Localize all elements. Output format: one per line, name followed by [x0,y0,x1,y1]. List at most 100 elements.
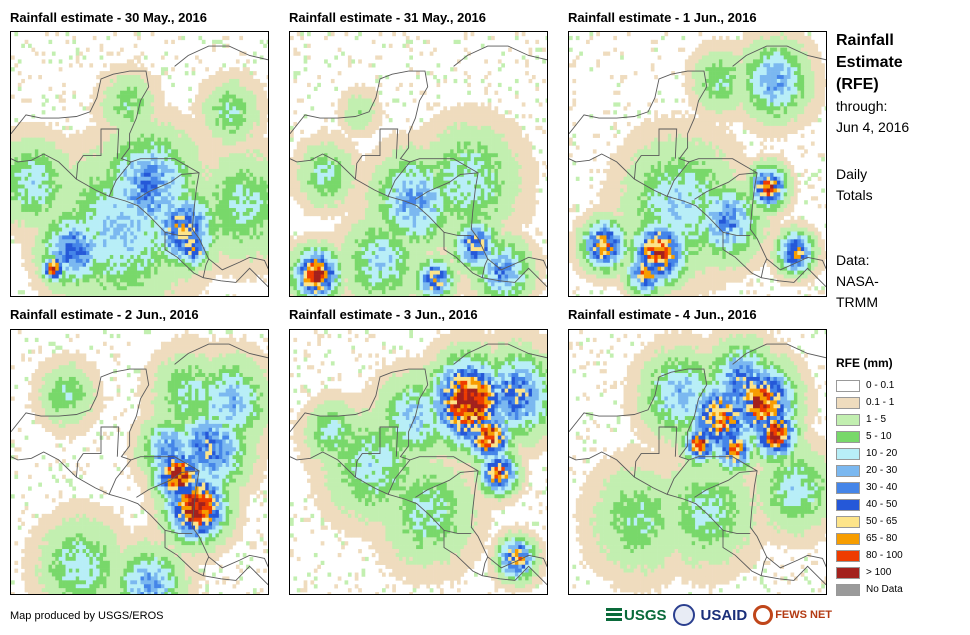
rainfall-cell [120,278,124,283]
rainfall-cell [184,247,189,252]
rainfall-cell [188,282,192,287]
rainfall-cell [446,141,451,146]
rainfall-cell [85,129,90,134]
rainfall-cell [195,274,199,279]
rainfall-cell [177,157,182,162]
rainfall-cell [11,192,15,197]
rainfall-cell [504,110,509,115]
rainfall-cell [263,110,267,115]
rainfall-cell [205,215,209,221]
rainfall-cell [246,172,250,178]
rainfall-cell [181,157,186,162]
rainfall-cell [330,161,335,166]
rainfall-cell [201,39,206,45]
rainfall-cell [157,157,162,162]
rainfall-cell [75,270,80,275]
rainfall-cell [154,204,158,209]
rainfall-cell [157,235,162,240]
rainfall-cell [521,149,526,154]
rainfall-cell [235,274,240,279]
rainfall-cell [222,118,226,123]
rainfall-cell [174,200,179,205]
rainfall-cell [198,262,203,267]
rainfall-cell [65,188,70,193]
rainfall-cell [154,90,158,95]
rainfall-cell [85,290,90,295]
rainfall-cell [24,145,29,150]
rainfall-cell [109,168,114,174]
rainfall-cell [51,262,56,267]
rainfall-cell [222,78,226,84]
rainfall-cell [467,137,471,142]
rainfall-cell [92,204,97,209]
rainfall-cell [266,141,268,146]
rainfall-cell [89,270,94,275]
rainfall-cell [242,274,247,279]
rainfall-cell [259,270,264,275]
rainfall-cell [103,258,107,264]
rainfall-cell [521,32,526,37]
rainfall-cell [433,161,437,166]
rainfall-cell [205,94,209,99]
rainfall-cell [463,78,468,84]
rainfall-cell [225,254,230,260]
rainfall-cell [41,172,46,178]
rainfall-cell [191,266,196,271]
rainfall-cell [96,290,100,295]
rainfall-cell [126,215,131,221]
rainfall-cell [72,165,77,170]
rainfall-cell [28,270,32,275]
rainfall-cell [344,94,349,99]
rainfall-cell [399,137,403,142]
rainfall-cell [208,227,213,232]
rainfall-cell [21,165,25,170]
rainfall-cell [109,176,114,181]
rainfall-cell [184,176,189,181]
rainfall-cell [521,114,526,119]
rainfall-cell [116,51,121,56]
rainfall-cell [511,137,516,142]
rainfall-cell [164,125,169,131]
rainfall-cell [106,278,111,283]
rainfall-cell [154,141,158,146]
rainfall-cell [433,137,437,142]
rainfall-cell [89,102,94,107]
rainfall-cell [246,211,250,217]
rainfall-cell [337,110,342,115]
rainfall-cell [218,161,223,166]
rainfall-cell [143,258,148,264]
rainfall-cell [62,82,66,88]
rainfall-cell [456,153,461,158]
rainfall-cell [399,82,403,88]
rainfall-cell [463,32,468,37]
rainfall-cell [99,239,104,244]
rainfall-cell [65,204,70,209]
rainfall-cell [364,90,369,95]
rainfall-cell [28,184,32,189]
rainfall-cell [31,278,36,283]
rainfall-cell [477,149,482,154]
rainfall-cell [300,137,304,142]
rainfall-cell [232,176,237,181]
rainfall-cell [409,90,413,95]
rainfall-cell [263,200,267,205]
rainfall-cell [106,157,111,162]
rainfall-cell [31,254,36,260]
rainfall-cell [51,149,56,154]
rainfall-cell [256,145,261,150]
rainfall-cell [75,145,80,150]
rainfall-cell [55,266,60,271]
rainfall-cell [164,137,169,142]
rainfall-cell [191,176,196,181]
rainfall-cell [239,204,244,209]
rainfall-cell [75,141,80,146]
rainfall-cell [14,125,19,131]
rainfall-cell [106,180,111,185]
rainfall-cell [157,118,162,123]
rainfall-cell [293,149,298,154]
rainfall-cell [191,141,196,146]
rainfall-cell [545,98,547,103]
rainfall-cell [109,180,114,185]
rainfall-cell [137,208,141,213]
rainfall-cell [235,196,240,201]
